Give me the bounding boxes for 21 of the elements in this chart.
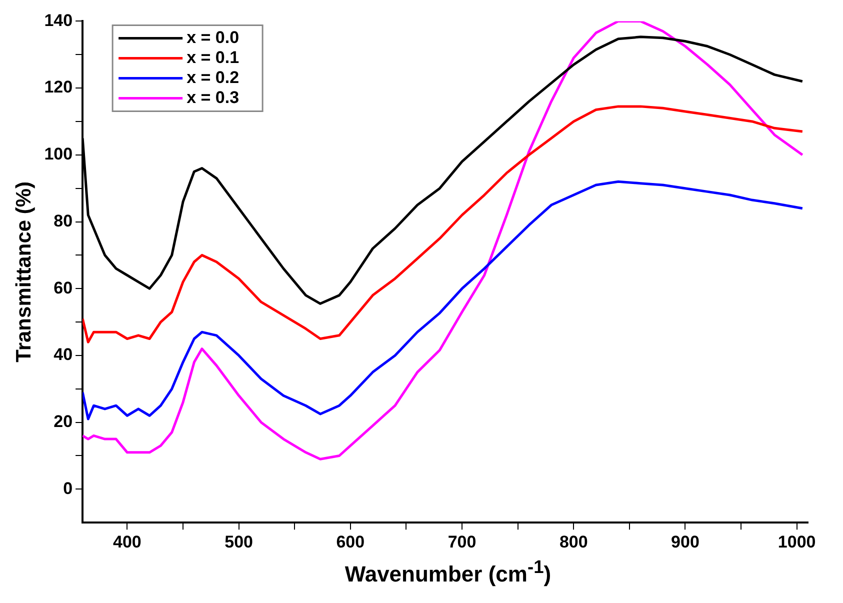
- x-tick-label: 800: [559, 532, 588, 552]
- legend-label: x = 0.3: [186, 88, 240, 107]
- y-tick-label: 40: [54, 345, 73, 364]
- y-tick-label: 0: [63, 478, 73, 498]
- x-tick-label: 900: [671, 532, 700, 552]
- x-tick-label: 500: [224, 532, 253, 552]
- x-tick-label: 1000: [778, 532, 816, 552]
- y-tick-label: 80: [54, 211, 73, 230]
- y-tick-label: 140: [44, 10, 73, 30]
- legend-label: x = 0.1: [186, 48, 240, 67]
- y-tick-label: 60: [54, 278, 73, 298]
- y-axis-title: Transmittance (%): [12, 181, 36, 362]
- x-tick-label: 400: [113, 532, 142, 552]
- x-axis-title: Wavenumber (cm$^{-1}$): [344, 556, 552, 588]
- legend-label: x = 0.0: [186, 28, 240, 47]
- y-tick-label: 120: [44, 78, 73, 97]
- x-tick-label: 700: [448, 532, 476, 552]
- legend-label: x = 0.2: [186, 68, 240, 87]
- y-tick-label: 100: [44, 144, 73, 164]
- y-tick-label: 20: [54, 412, 73, 432]
- x-tick-label: 600: [336, 532, 365, 552]
